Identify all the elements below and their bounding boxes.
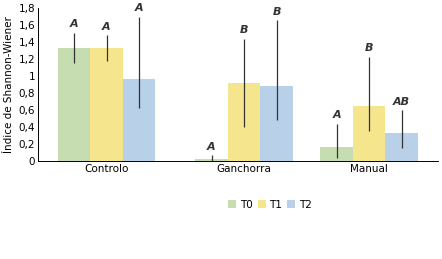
Bar: [195, 159, 228, 161]
Text: A: A: [102, 22, 111, 32]
Legend: T0, T1, T2: T0, T1, T2: [224, 196, 316, 214]
Bar: [228, 83, 260, 161]
Text: AB: AB: [393, 97, 410, 107]
Text: B: B: [365, 43, 373, 53]
Bar: [90, 48, 123, 161]
Y-axis label: Índice de Shannon-Wiener: Índice de Shannon-Wiener: [4, 16, 14, 153]
Text: A: A: [332, 110, 341, 120]
Bar: [353, 106, 385, 161]
Text: A: A: [207, 142, 216, 152]
Bar: [385, 133, 418, 161]
Text: A: A: [70, 19, 78, 29]
Bar: [260, 86, 293, 161]
Text: B: B: [272, 7, 281, 17]
Bar: [123, 79, 155, 161]
Bar: [320, 147, 353, 161]
Text: B: B: [240, 25, 248, 35]
Text: A: A: [135, 3, 143, 13]
Bar: [58, 48, 90, 161]
